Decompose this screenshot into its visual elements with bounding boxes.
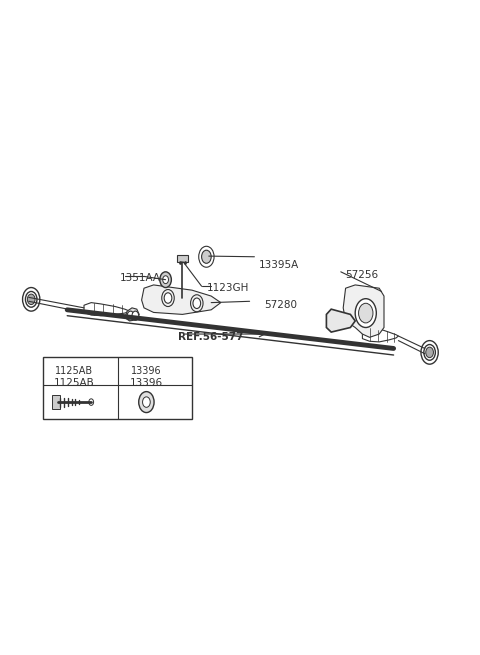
Text: REF.56-577: REF.56-577 <box>178 332 243 343</box>
Circle shape <box>359 303 373 323</box>
Text: 1125AB: 1125AB <box>55 366 94 376</box>
FancyBboxPatch shape <box>43 357 192 419</box>
Circle shape <box>202 250 211 263</box>
Text: 13396: 13396 <box>131 366 162 376</box>
Circle shape <box>160 272 171 288</box>
Polygon shape <box>142 285 221 314</box>
Text: 13396: 13396 <box>130 378 163 388</box>
Text: 1125AB: 1125AB <box>54 378 95 388</box>
Circle shape <box>143 397 150 407</box>
Text: 1351AA: 1351AA <box>120 273 161 284</box>
Text: 57256: 57256 <box>346 270 379 280</box>
FancyBboxPatch shape <box>177 255 188 262</box>
FancyBboxPatch shape <box>52 395 60 409</box>
Circle shape <box>164 293 172 303</box>
Text: 13395A: 13395A <box>259 260 300 271</box>
Polygon shape <box>326 309 355 332</box>
Text: 57280: 57280 <box>264 299 297 310</box>
Circle shape <box>426 347 433 358</box>
Polygon shape <box>125 308 139 321</box>
Text: 1123GH: 1123GH <box>206 283 249 293</box>
Circle shape <box>27 294 35 305</box>
Polygon shape <box>343 285 384 337</box>
Circle shape <box>424 345 435 360</box>
Circle shape <box>25 291 37 307</box>
Circle shape <box>163 276 168 284</box>
Circle shape <box>193 298 201 309</box>
Circle shape <box>127 311 134 320</box>
Circle shape <box>132 311 139 320</box>
Circle shape <box>355 299 376 328</box>
Circle shape <box>139 392 154 413</box>
